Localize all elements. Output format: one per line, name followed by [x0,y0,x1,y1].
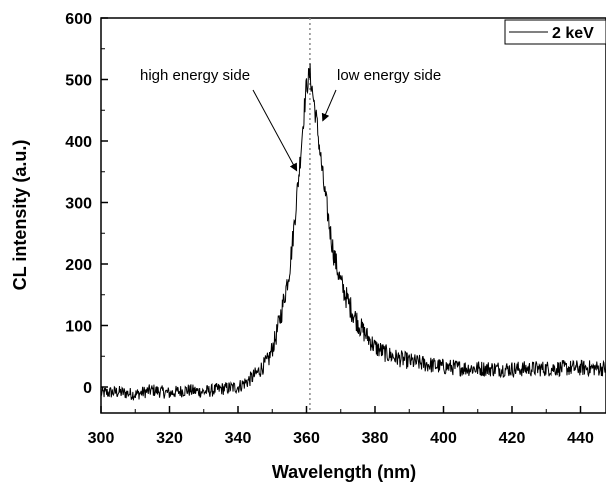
x-tick-label-320: 320 [156,430,183,447]
legend-label-2kev: 2 keV [552,25,594,42]
x-tick-label-360: 360 [293,430,320,447]
x-axis-title: Wavelength (nm) [272,462,416,482]
plot-frame [100,17,606,414]
y-axis-title: CL intensity (a.u.) [10,140,30,291]
y-tick-label-400: 400 [65,134,92,151]
y-tick-label-600: 600 [65,11,92,28]
x-tick-label-420: 420 [499,430,526,447]
annotation-arrow-low [321,89,337,122]
axis-ticks [100,17,582,413]
x-tick-label-400: 400 [430,430,457,447]
x-tick-label-300: 300 [88,430,115,447]
annotation-low-energy-side: low energy side [337,67,441,84]
y-tick-label-300: 300 [65,196,92,213]
y-tick-label-500: 500 [65,73,92,90]
annotation-arrow-high [252,89,298,172]
y-tick-label-0: 0 [83,380,92,397]
x-tick-label-340: 340 [225,430,252,447]
x-tick-label-380: 380 [362,430,389,447]
annotation-high-energy-side: high energy side [140,67,250,84]
series-line-2kev [100,63,606,401]
y-tick-label-200: 200 [65,257,92,274]
legend: 2 keV [504,19,606,45]
annotations: high energy side low energy side [140,67,441,172]
x-tick-label-440: 440 [567,430,594,447]
y-tick-label-100: 100 [65,319,92,336]
tick-labels: 300 320 340 360 380 400 420 440 0 100 200 300 400 500… [65,11,594,447]
